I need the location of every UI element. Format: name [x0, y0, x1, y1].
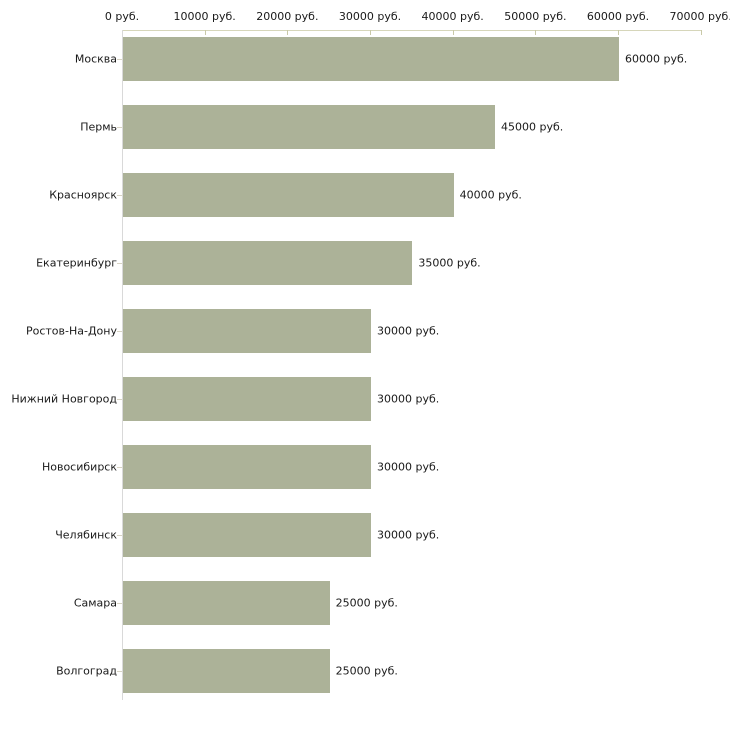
value-label: 30000 руб. [377, 392, 440, 406]
value-label: 60000 руб. [625, 52, 688, 66]
category-label: Екатеринбург [36, 256, 117, 270]
x-axis-tick [618, 30, 620, 35]
category-tick [117, 59, 122, 60]
x-axis-tick-label: 60000 руб. [586, 10, 650, 23]
x-axis-tick-label: 70000 руб. [669, 10, 730, 23]
category-label: Новосибирск [41, 460, 117, 474]
value-label: 40000 руб. [459, 188, 522, 202]
x-axis-tick-label: 50000 руб. [504, 10, 567, 23]
value-label: 25000 руб. [335, 664, 398, 678]
x-axis-tick [287, 30, 289, 35]
category-label: Челябинск [55, 528, 117, 542]
category-tick [117, 671, 122, 672]
category-label: Красноярск [49, 188, 117, 202]
bar [123, 37, 620, 81]
value-label: 25000 руб. [335, 596, 398, 610]
x-axis-tick [535, 30, 537, 35]
bar [123, 309, 371, 353]
bar [123, 581, 330, 625]
x-axis-line [122, 30, 701, 31]
bar [123, 241, 413, 285]
category-label: Самара [73, 596, 117, 610]
x-axis-tick-label: 10000 руб. [173, 10, 236, 23]
category-tick [117, 535, 122, 536]
bar [123, 649, 330, 693]
x-axis-tick [370, 30, 371, 35]
category-tick [117, 399, 122, 400]
value-label: 30000 руб. [377, 460, 440, 474]
x-axis-tick-label: 40000 руб. [421, 10, 484, 23]
x-axis-tick [700, 30, 702, 35]
category-tick [117, 127, 122, 128]
bar [123, 105, 496, 149]
bar [123, 445, 371, 489]
category-label: Москва [74, 52, 117, 66]
category-tick [117, 263, 122, 264]
category-label: Пермь [80, 120, 117, 134]
category-label: Ростов-На-Дону [25, 324, 117, 338]
value-label: 30000 руб. [377, 528, 440, 542]
category-tick [117, 467, 122, 468]
x-axis-tick-label: 0 руб. [104, 10, 140, 23]
category-tick [117, 603, 122, 604]
value-label: 30000 руб. [377, 324, 440, 338]
x-axis-tick [452, 30, 454, 35]
bar [123, 173, 454, 217]
bar [123, 513, 371, 557]
category-tick [117, 195, 122, 196]
value-label: 35000 руб. [418, 256, 481, 270]
x-axis-tick-label: 20000 руб. [256, 10, 319, 23]
category-tick [117, 331, 122, 332]
category-label: Нижний Новгород [11, 392, 117, 406]
bar [123, 377, 371, 421]
y-axis-line [122, 30, 123, 700]
x-axis-tick-label: 30000 руб. [338, 10, 402, 23]
x-axis-tick [204, 30, 206, 35]
category-label: Волгоград [56, 664, 117, 678]
value-label: 45000 руб. [501, 120, 564, 134]
